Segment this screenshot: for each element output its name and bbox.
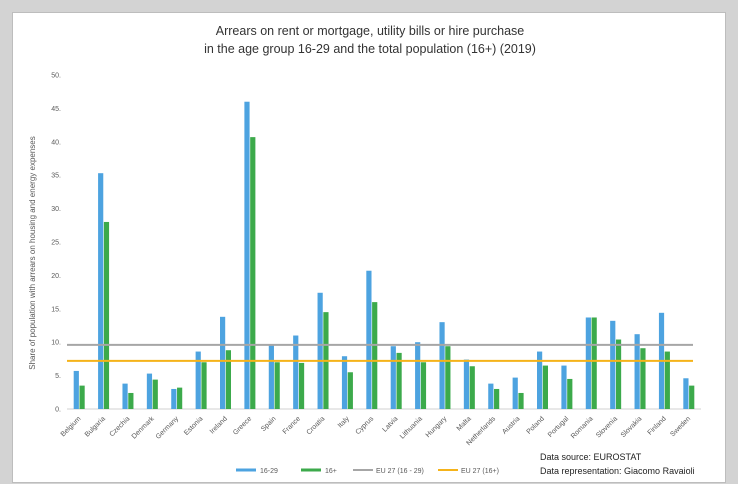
bar-16-29	[195, 351, 201, 409]
x-tick-label: Cyprus	[355, 415, 376, 436]
x-tick-label: Denmark	[131, 415, 156, 440]
x-tick-label: Spain	[260, 415, 278, 433]
bar-16-plus	[372, 302, 378, 409]
x-tick-label: Poland	[526, 415, 546, 435]
bar-16-plus	[128, 392, 134, 409]
bar-16-29	[683, 378, 689, 409]
bar-16-plus	[177, 387, 183, 409]
x-tick-label: Czechia	[109, 415, 132, 438]
bar-16-29	[463, 359, 470, 409]
y-tick-label: 25.	[51, 240, 61, 247]
bar-16-plus	[689, 385, 695, 409]
x-tick-label: Slovenia	[595, 415, 619, 439]
bar-16-plus	[250, 137, 256, 409]
y-tick-label: 45.	[51, 106, 61, 113]
y-tick-label: 10.	[51, 340, 61, 347]
bar-16-plus	[201, 362, 207, 409]
x-tick-label: Estonia	[183, 415, 205, 437]
bar-16-plus	[103, 221, 110, 409]
bar-16-plus	[518, 392, 524, 409]
x-tick-label: Germany	[155, 415, 181, 441]
x-tick-label: Malta	[456, 415, 473, 432]
x-tick-label: Portugal	[547, 415, 571, 439]
bar-16-29	[98, 173, 104, 409]
bar-16-29	[171, 388, 177, 409]
bar-16-plus	[347, 372, 353, 409]
data-representation-note: Data representation: Giacomo Ravaioli	[540, 466, 695, 476]
x-tick-label: Slovakia	[620, 415, 644, 439]
bar-16-29	[341, 356, 348, 409]
legend: 16-29 16+ EU 27 (16 - 29) EU 27 (16+)	[236, 468, 499, 475]
x-tick-label: Romania	[570, 415, 595, 440]
x-tick-label: Hungary	[425, 415, 449, 439]
legend-label-16-29: 16-29	[260, 468, 278, 475]
legend-label-eu27-16-plus: EU 27 (16+)	[461, 468, 499, 475]
x-tick-label: France	[282, 415, 302, 435]
bar-16-plus	[79, 385, 85, 409]
y-tick-label: 15.	[51, 306, 61, 313]
bar-16-29	[561, 365, 567, 409]
bar-16-plus	[640, 348, 646, 409]
x-tick-label: Bulgaria	[84, 415, 107, 438]
bar-16-29	[537, 351, 543, 409]
bar-16-plus	[225, 350, 231, 409]
x-tick-label: Finland	[647, 415, 668, 436]
bar-16-plus	[420, 362, 427, 409]
data-source-note: Data source: EUROSTAT	[540, 452, 642, 462]
bar-16-plus	[396, 352, 402, 409]
x-tick-label: Lithuania	[399, 415, 424, 440]
x-tick-label: Latvia	[381, 415, 399, 433]
y-tick-label: 30.	[51, 206, 61, 213]
bar-16-29	[220, 316, 226, 409]
bar-16-29	[439, 322, 445, 409]
bar-16-29	[293, 335, 299, 409]
bar-16-29	[268, 345, 274, 409]
bar-16-29	[585, 317, 591, 409]
y-tick-label: 0.	[55, 407, 61, 414]
legend-label-16-plus: 16+	[325, 468, 337, 475]
bar-16-29	[634, 334, 640, 409]
chart-title-line-1: Arrears on rent or mortgage, utility bil…	[216, 24, 525, 38]
bar-16-29	[390, 346, 396, 409]
bar-16-29	[244, 101, 250, 409]
x-tick-label: Belgium	[60, 415, 83, 438]
bar-16-plus	[445, 346, 451, 409]
x-tick-label: Italy	[337, 415, 351, 429]
bar-16-29	[146, 373, 153, 409]
x-tick-label: Austria	[501, 415, 521, 435]
chart-frame: Arrears on rent or mortgage, utility bil…	[12, 12, 726, 483]
y-tick-label: 35.	[51, 173, 61, 180]
bar-16-plus	[615, 339, 622, 409]
bar-16-29	[366, 270, 372, 409]
bar-16-29	[488, 383, 494, 409]
bar-16-plus	[567, 378, 573, 409]
x-tick-label: Sweden	[669, 415, 692, 438]
bar-16-29	[610, 320, 616, 409]
legend-label-eu27-16-29: EU 27 (16 - 29)	[376, 468, 424, 475]
bar-16-29	[512, 377, 518, 409]
x-tick-label: Greece	[232, 415, 253, 436]
bar-16-plus	[298, 362, 305, 409]
bar-16-plus	[274, 362, 280, 409]
plot-area: 0. 5. 10. 15. 20. 25. 30. 35. 40. 45. 50. Belgium Bu…	[51, 73, 701, 447]
x-tick-label: Ireland	[209, 415, 229, 435]
y-axis-label: Share of population with arrears on hous…	[28, 136, 37, 370]
bar-16-plus	[469, 366, 475, 409]
y-tick-label: 20.	[51, 273, 61, 280]
y-tick-label: 40.	[51, 139, 61, 146]
bar-16-29	[73, 370, 79, 409]
chart-title-line-2: in the age group 16-29 and the total pop…	[204, 42, 536, 56]
bar-16-plus	[494, 388, 500, 409]
bar-16-29	[122, 383, 128, 409]
bar-16-plus	[591, 317, 597, 409]
x-tick-label: Croatia	[306, 415, 327, 436]
bar-16-29	[415, 342, 421, 409]
y-tick-label: 5.	[55, 373, 61, 380]
y-tick-label: 50.	[51, 73, 61, 80]
bar-chart: Arrears on rent or mortgage, utility bil…	[28, 24, 701, 476]
bar-16-29	[317, 292, 323, 409]
bar-16-plus	[152, 379, 158, 409]
bar-16-plus	[664, 351, 670, 409]
bar-16-plus	[542, 365, 548, 409]
